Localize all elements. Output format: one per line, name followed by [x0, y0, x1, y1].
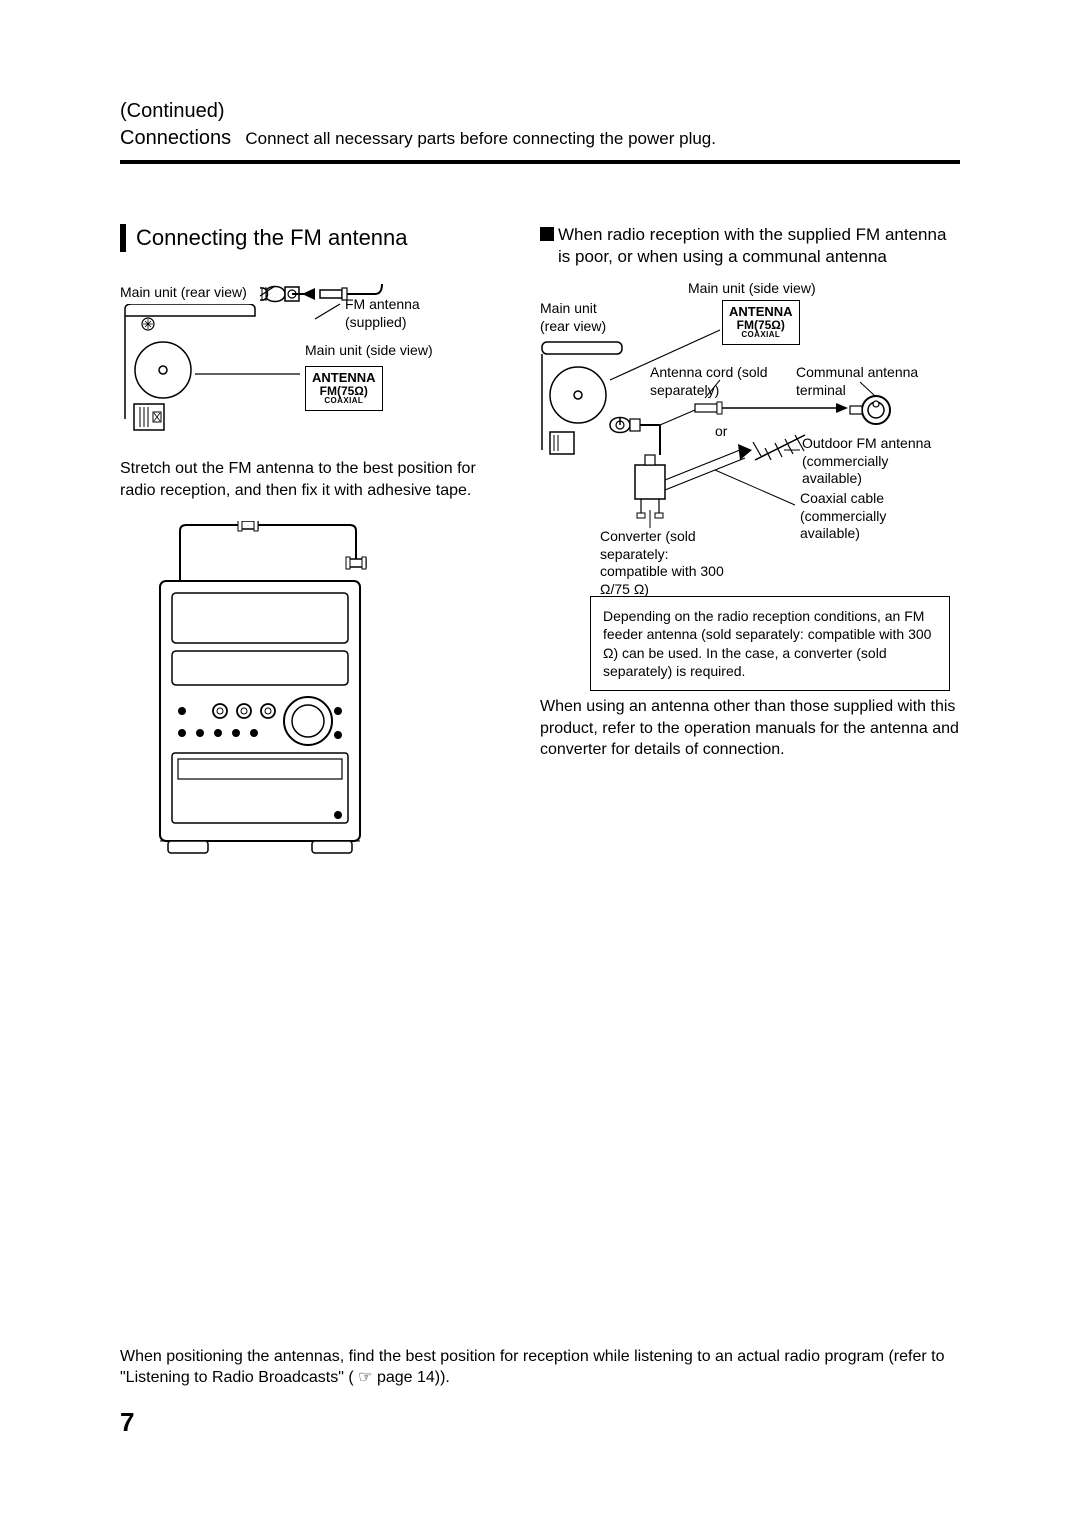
rear-plate-right-icon — [540, 340, 630, 460]
square-bullet-icon — [540, 227, 554, 241]
stretch-instruction: Stretch out the FM antenna to the best p… — [120, 458, 500, 501]
rear-connector-diagram: Main unit (rear view) — [120, 274, 500, 444]
or-label: or — [715, 423, 727, 441]
connections-line: Connections Connect all necessary parts … — [120, 127, 960, 150]
header-divider — [120, 160, 960, 164]
page-footer: When positioning the antennas, find the … — [120, 1346, 960, 1438]
connections-title: Connections — [120, 127, 231, 149]
antenna-cord-label: Antenna cord (sold separately) — [650, 364, 780, 399]
footer-text: When positioning the antennas, find the … — [120, 1346, 960, 1389]
left-column: Connecting the FM antenna Main unit (rea… — [120, 224, 500, 861]
side-view-label: Main unit (side view) — [305, 342, 433, 360]
antenna-panel-left: ANTENNA FM(75Ω) COAXIAL — [305, 366, 383, 411]
section-title: Connecting the FM antenna — [120, 224, 500, 252]
antenna-panel-right: ANTENNA FM(75Ω) COAXIAL — [722, 300, 800, 345]
communal-label: Communal antenna terminal — [796, 364, 926, 399]
page-header: (Continued) Connections Connect all nece… — [120, 100, 960, 150]
outdoor-antenna-label: Outdoor FM antenna (commercially availab… — [802, 435, 952, 488]
right-diagram: Main unit (side view) ANTENNA FM(75Ω) CO… — [540, 280, 960, 660]
rear-view-label-right: Main unit (rear view) — [540, 300, 620, 335]
closing-text: When using an antenna other than those s… — [540, 696, 960, 761]
rear-plate-icon — [120, 304, 260, 434]
right-heading: When radio reception with the supplied F… — [540, 224, 960, 268]
page-number: 7 — [120, 1407, 960, 1438]
note-box: Depending on the radio reception conditi… — [590, 596, 950, 691]
rear-view-label: Main unit (rear view) — [120, 284, 247, 302]
fm-antenna-label: FM antenna (supplied) — [345, 296, 465, 331]
connections-text: Connect all necessary parts before conne… — [245, 129, 716, 148]
front-unit-diagram-icon — [120, 521, 430, 861]
continued-label: (Continued) — [120, 100, 960, 123]
coaxial-label: Coaxial cable (commercially available) — [800, 490, 950, 543]
side-view-top-label: Main unit (side view) — [688, 280, 816, 298]
right-column: When radio reception with the supplied F… — [540, 224, 960, 861]
converter-label: Converter (sold separately: compatible w… — [600, 528, 730, 598]
